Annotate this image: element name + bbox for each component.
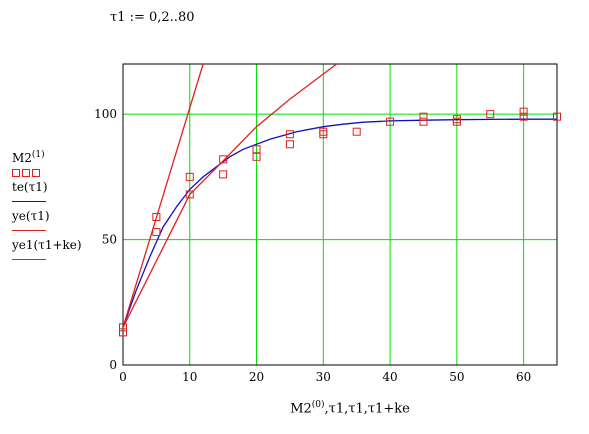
- legend-line-ye1: [12, 253, 102, 267]
- legend-marker-squares: [12, 166, 102, 180]
- data-point-marker: [519, 107, 528, 116]
- data-point-marker: [486, 110, 495, 119]
- data-point-marker: [419, 117, 428, 126]
- legend-label-m2: M2(1): [12, 150, 45, 165]
- legend-line-te: [12, 195, 102, 209]
- x-tick-label: 0: [119, 370, 127, 384]
- legend-label-ye: ye(τ1): [12, 209, 50, 223]
- data-point-marker: [352, 127, 361, 136]
- y-tick-label: 100: [94, 107, 117, 121]
- legend-label-ye1: ye1(τ1+ke): [12, 238, 82, 252]
- data-point-marker: [219, 170, 228, 179]
- data-point-marker: [252, 152, 261, 161]
- x-tick-label: 30: [316, 370, 331, 384]
- data-point-marker: [419, 112, 428, 121]
- data-point-marker: [285, 130, 294, 139]
- data-point-marker: [319, 127, 328, 136]
- legend: M2(1) te(τ1) ye(τ1) ye1(τ1+ke): [12, 148, 102, 267]
- legend-line-ye: [12, 224, 102, 238]
- range-definition: τ1 := 0,2..80: [110, 10, 195, 25]
- data-point-marker: [152, 213, 161, 222]
- x-tick-label: 50: [449, 370, 464, 384]
- data-point-marker: [119, 323, 127, 332]
- plot-frame: [122, 63, 558, 366]
- y-tick-label: 0: [109, 358, 117, 372]
- x-tick-label: 60: [516, 370, 531, 384]
- data-point-marker: [452, 115, 461, 124]
- x-tick-label: 40: [382, 370, 397, 384]
- data-point-marker: [252, 145, 261, 154]
- data-point-marker: [285, 140, 294, 149]
- legend-label-te: te(τ1): [12, 180, 48, 194]
- data-point-marker: [185, 172, 194, 181]
- series-line: [123, 64, 338, 328]
- data-point-marker: [119, 328, 127, 337]
- x-axis-label: M2(0),τ1,τ1,τ1+ke: [290, 400, 410, 417]
- x-tick-label: 20: [249, 370, 264, 384]
- series-line: [123, 64, 204, 328]
- y-tick-label: 50: [102, 233, 117, 247]
- data-point-marker: [152, 228, 161, 237]
- data-point-marker: [553, 112, 561, 121]
- series-line: [123, 118, 557, 328]
- data-point-marker: [219, 155, 228, 164]
- x-tick-label: 10: [182, 370, 197, 384]
- data-point-marker: [386, 117, 395, 126]
- data-point-marker: [185, 190, 194, 199]
- data-point-marker: [519, 112, 528, 121]
